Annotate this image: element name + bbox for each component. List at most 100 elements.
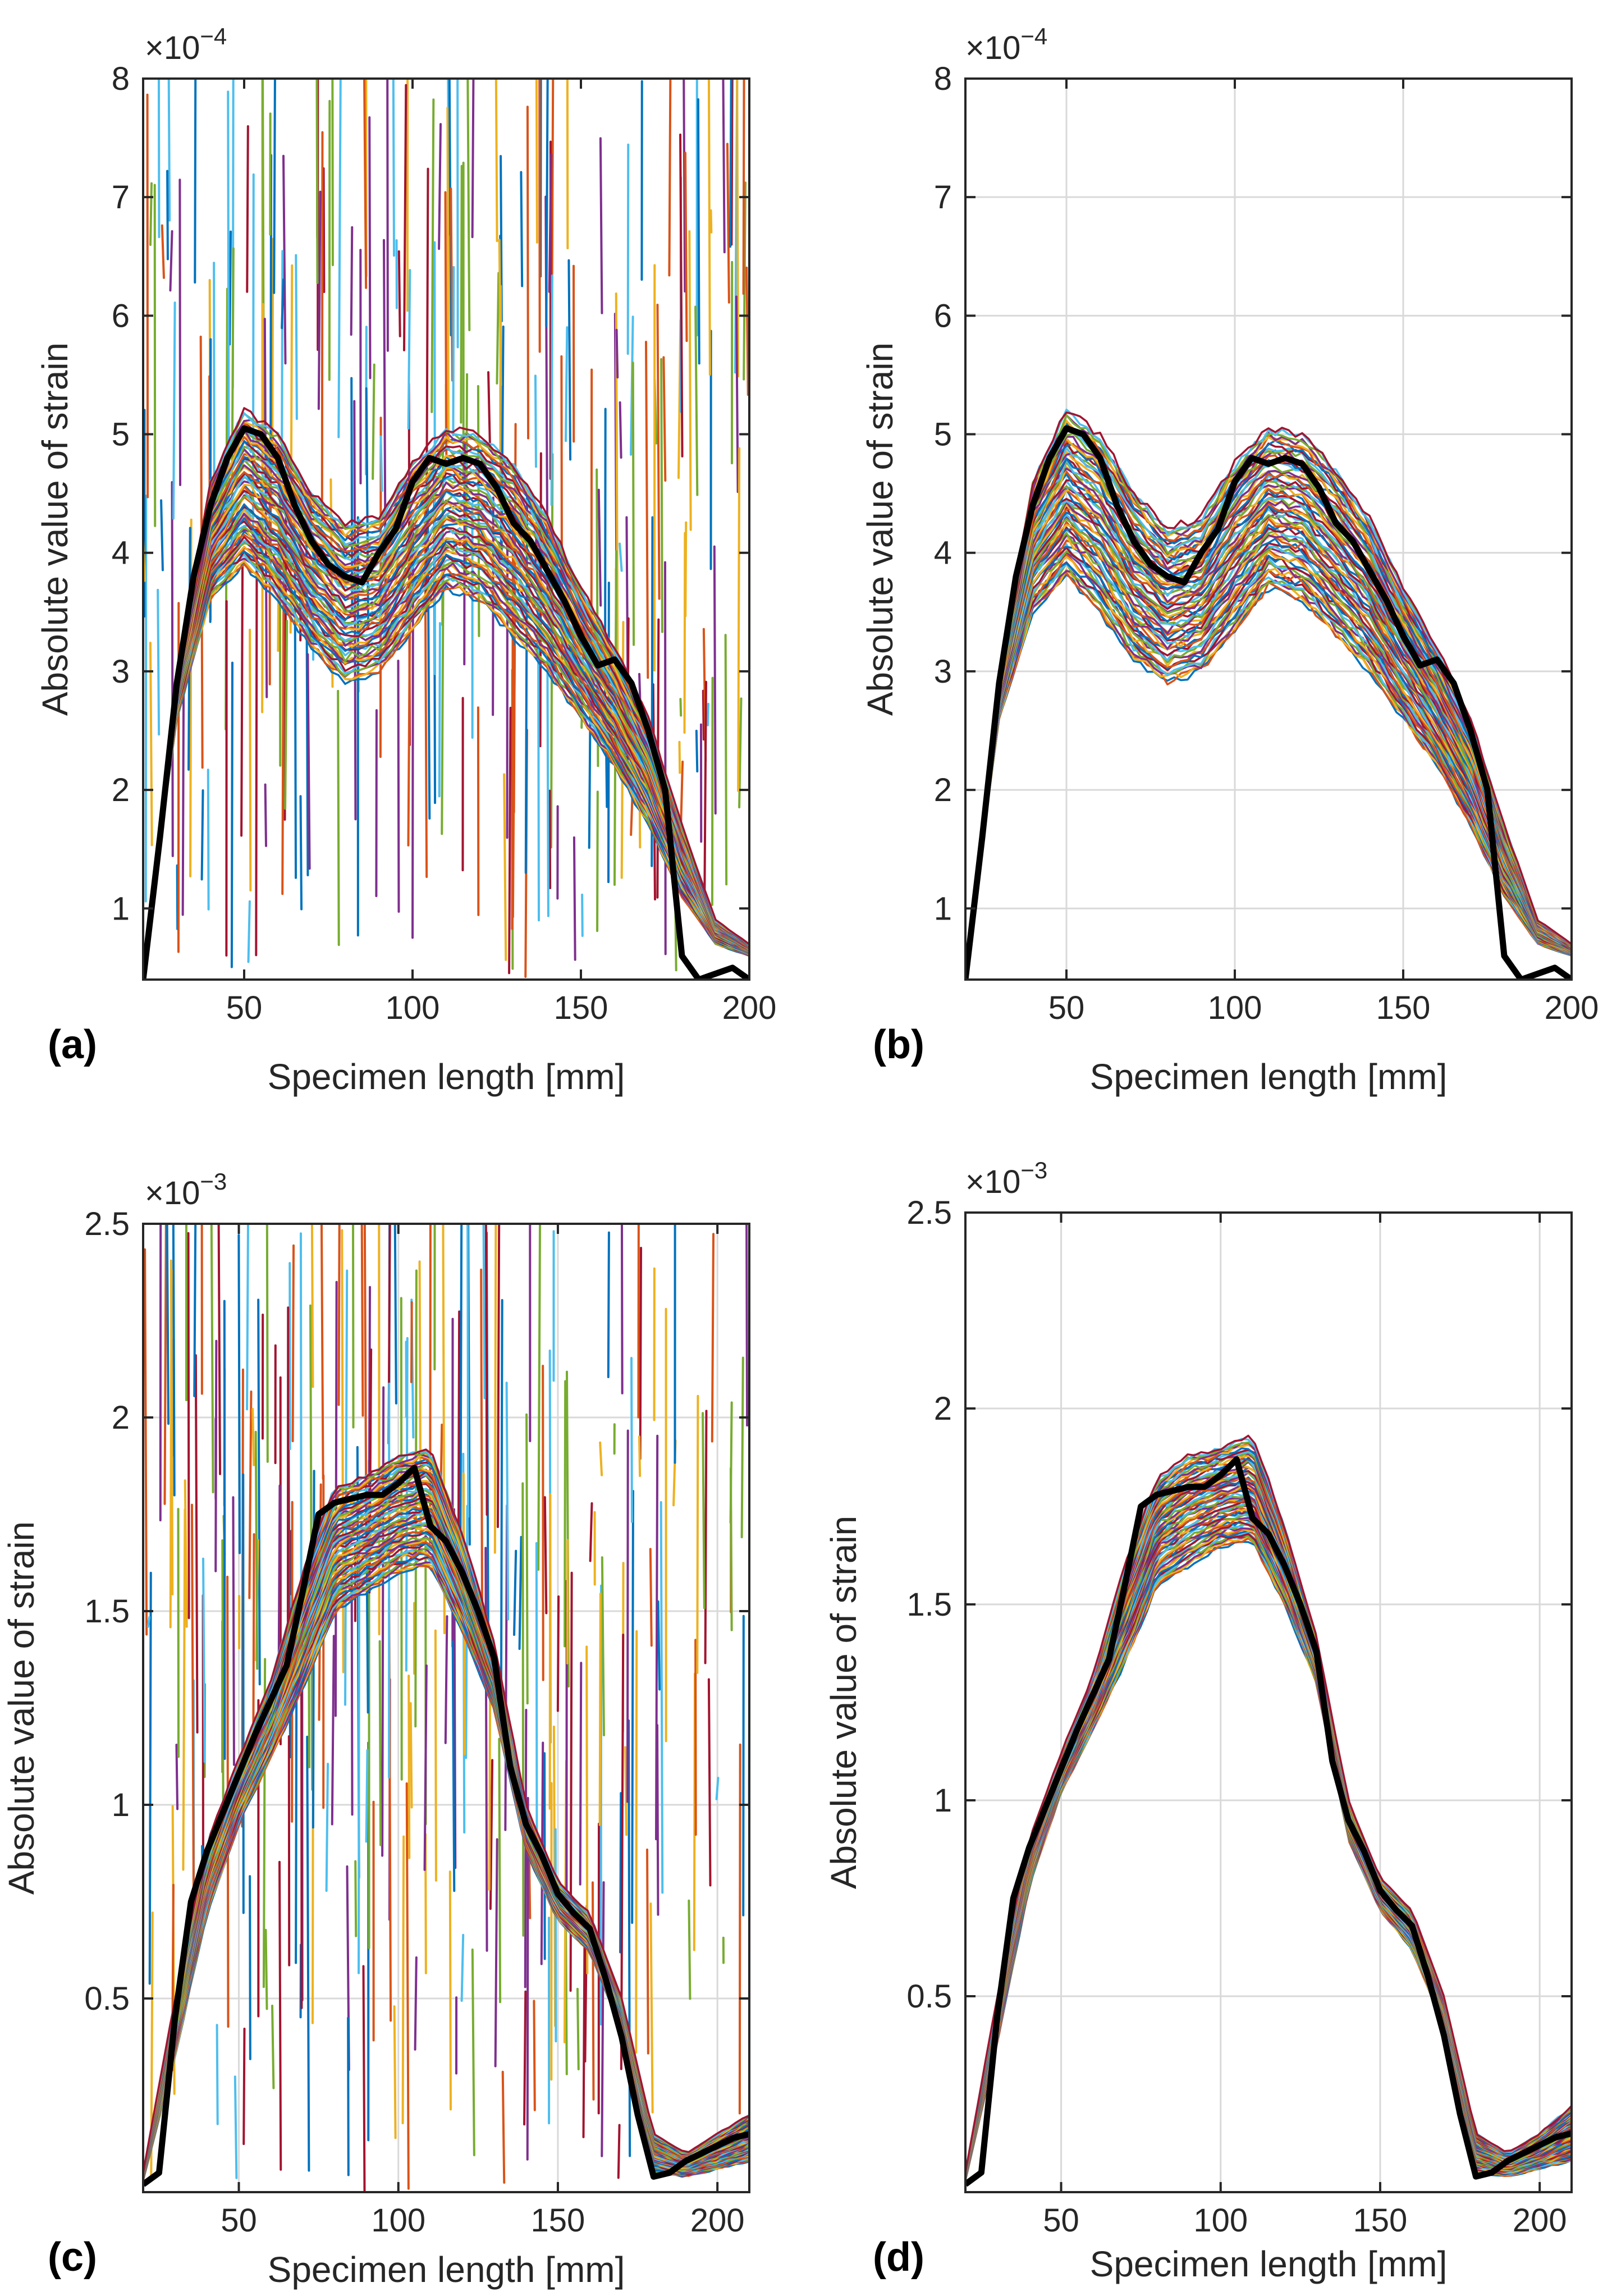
noise-spike (317, 190, 322, 410)
noise-spike (228, 230, 232, 346)
noise-spike (251, 1407, 255, 1466)
noise-spike (596, 790, 599, 932)
noise-spike (431, 98, 435, 413)
noise-spike (471, 79, 475, 239)
strain-curve (965, 546, 1572, 968)
noise-spike (745, 266, 749, 396)
strain-curve (965, 1498, 1572, 2178)
noise-spike (397, 250, 401, 337)
noise-spike (365, 1485, 369, 1714)
noise-spike (217, 1224, 222, 1475)
noise-spike (576, 1988, 580, 2071)
axes-box (964, 77, 1573, 981)
noise-spike (320, 131, 324, 529)
noise-spike (688, 230, 692, 531)
axes-box (142, 1223, 750, 2193)
strain-curve (965, 1489, 1572, 2177)
noise-spike (638, 1435, 642, 1478)
panel-a: 50 100 150 200 1 2 3 4 5 6 7 8 ×10−4 Specimen length … (35, 23, 776, 1097)
noise-spike (683, 79, 686, 293)
noise-spike (310, 1224, 314, 1388)
strain-curve (965, 1492, 1572, 2177)
noise-spike (662, 356, 667, 482)
y-tick-label: 3 (112, 653, 130, 690)
exponent-power: −3 (200, 1168, 227, 1195)
noise-spike (513, 1549, 518, 1636)
noise-spike (591, 1881, 595, 2101)
noise-spike (414, 1956, 418, 2051)
noise-spike (737, 447, 741, 792)
noise-spike (423, 1664, 428, 1871)
x-axis-label: Specimen length [mm] (268, 1056, 625, 1097)
noise-spike (482, 1224, 486, 1399)
strain-curve (965, 1517, 1572, 2179)
exponent-power: −4 (200, 23, 227, 49)
noise-spike (161, 224, 165, 279)
strain-curve (965, 528, 1572, 968)
noise-spike (657, 1600, 661, 1691)
noise-spike (601, 1881, 605, 2157)
noise-spike (444, 191, 448, 458)
noise-spike (630, 315, 634, 456)
y-tick-label: 1 (934, 890, 952, 927)
noise-spike (265, 1224, 269, 1463)
noise-spike (688, 1899, 691, 2000)
strain-curve (965, 1471, 1572, 2176)
panel-b: 50 100 150 200 1 2 3 4 5 6 7 8 ×10−4 Specimen length … (860, 23, 1599, 1097)
noise-spike (505, 1382, 510, 1621)
noise-spike (344, 1269, 349, 1706)
noise-spike (496, 272, 500, 385)
noise-spike (679, 133, 684, 458)
strain-curve (965, 1517, 1572, 2179)
noise-spike (573, 836, 576, 961)
noise-spike (489, 1759, 494, 1910)
noise-spike (480, 1268, 484, 1661)
y-tick-label: 0.5 (906, 1978, 952, 2015)
strain-curve (965, 1472, 1572, 2176)
noise-spike (697, 98, 700, 365)
noise-spike (660, 358, 663, 633)
y-tick-label: 4 (112, 535, 130, 571)
noise-spike (271, 237, 274, 463)
x-axis-label: Specimen length [mm] (1090, 1056, 1448, 1097)
noise-spike (694, 305, 699, 496)
y-tick-label: 7 (112, 179, 130, 216)
noise-spike (306, 653, 311, 870)
strain-curve (965, 1480, 1572, 2176)
noise-spike (375, 709, 378, 898)
noise-spike (248, 1391, 253, 1599)
noise-spike (247, 900, 251, 963)
noise-spike (597, 488, 602, 607)
noise-spike (216, 2024, 219, 2125)
noise-spike (401, 1835, 405, 2125)
noise-spike (166, 170, 169, 260)
noise-spike (172, 1224, 176, 1497)
y-axis-label: Absolute value of strain (35, 342, 75, 716)
noise-spike (194, 1354, 199, 1734)
noise-spike (175, 1744, 179, 1810)
noise-spike (148, 1571, 152, 1985)
strain-curve (965, 1471, 1572, 2176)
strain-curve (965, 1535, 1572, 2181)
x-tick-label: 150 (1376, 990, 1431, 1026)
noise-spike (617, 2124, 621, 2179)
noise-spike (378, 1640, 382, 1846)
noise-spike (599, 137, 603, 314)
strain-curve (143, 552, 749, 968)
strain-curve (965, 500, 1572, 968)
strain-curve (965, 1521, 1572, 2179)
y-axis-label: Absolute value of strain (860, 342, 900, 716)
noise-spike (354, 1860, 358, 1937)
noise-spike (654, 1434, 659, 1841)
noise-spike (601, 1556, 605, 1736)
noise-spike (448, 1870, 452, 2111)
strain-curve (965, 1521, 1572, 2180)
noise-spike (646, 1848, 649, 2055)
noise-spike (350, 226, 354, 336)
noise-spike (438, 123, 442, 250)
exponent-base: ×10 (965, 1164, 1020, 1200)
noise-spike (402, 84, 407, 351)
noise-spike (649, 1548, 653, 1647)
noise-spike (337, 689, 340, 946)
noise-spike (365, 1749, 369, 1843)
